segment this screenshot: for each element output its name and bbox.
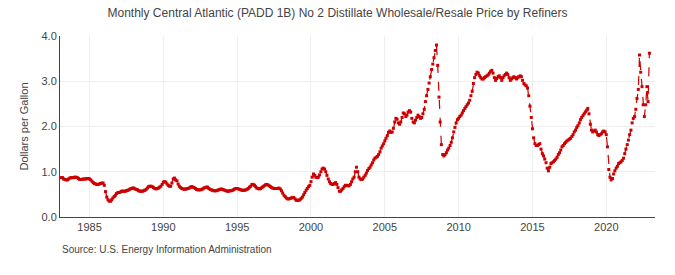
svg-text:1995: 1995 bbox=[225, 221, 249, 233]
svg-text:1990: 1990 bbox=[151, 221, 175, 233]
svg-text:2010: 2010 bbox=[446, 221, 470, 233]
svg-text:3.0: 3.0 bbox=[42, 75, 57, 87]
svg-text:2015: 2015 bbox=[520, 221, 544, 233]
svg-text:Monthly Central Atlantic (PADD: Monthly Central Atlantic (PADD 1B) No 2 … bbox=[108, 6, 568, 20]
svg-text:2020: 2020 bbox=[594, 221, 618, 233]
svg-text:2000: 2000 bbox=[299, 221, 323, 233]
svg-text:Source: U.S. Energy Informatio: Source: U.S. Energy Information Administ… bbox=[62, 244, 272, 255]
svg-text:4.0: 4.0 bbox=[42, 30, 57, 42]
svg-text:Dollars per Gallon: Dollars per Gallon bbox=[18, 82, 30, 170]
svg-text:2005: 2005 bbox=[373, 221, 397, 233]
svg-text:2.0: 2.0 bbox=[42, 120, 57, 132]
svg-text:0.0: 0.0 bbox=[42, 211, 57, 223]
svg-text:1985: 1985 bbox=[77, 221, 101, 233]
svg-text:1.0: 1.0 bbox=[42, 166, 57, 178]
